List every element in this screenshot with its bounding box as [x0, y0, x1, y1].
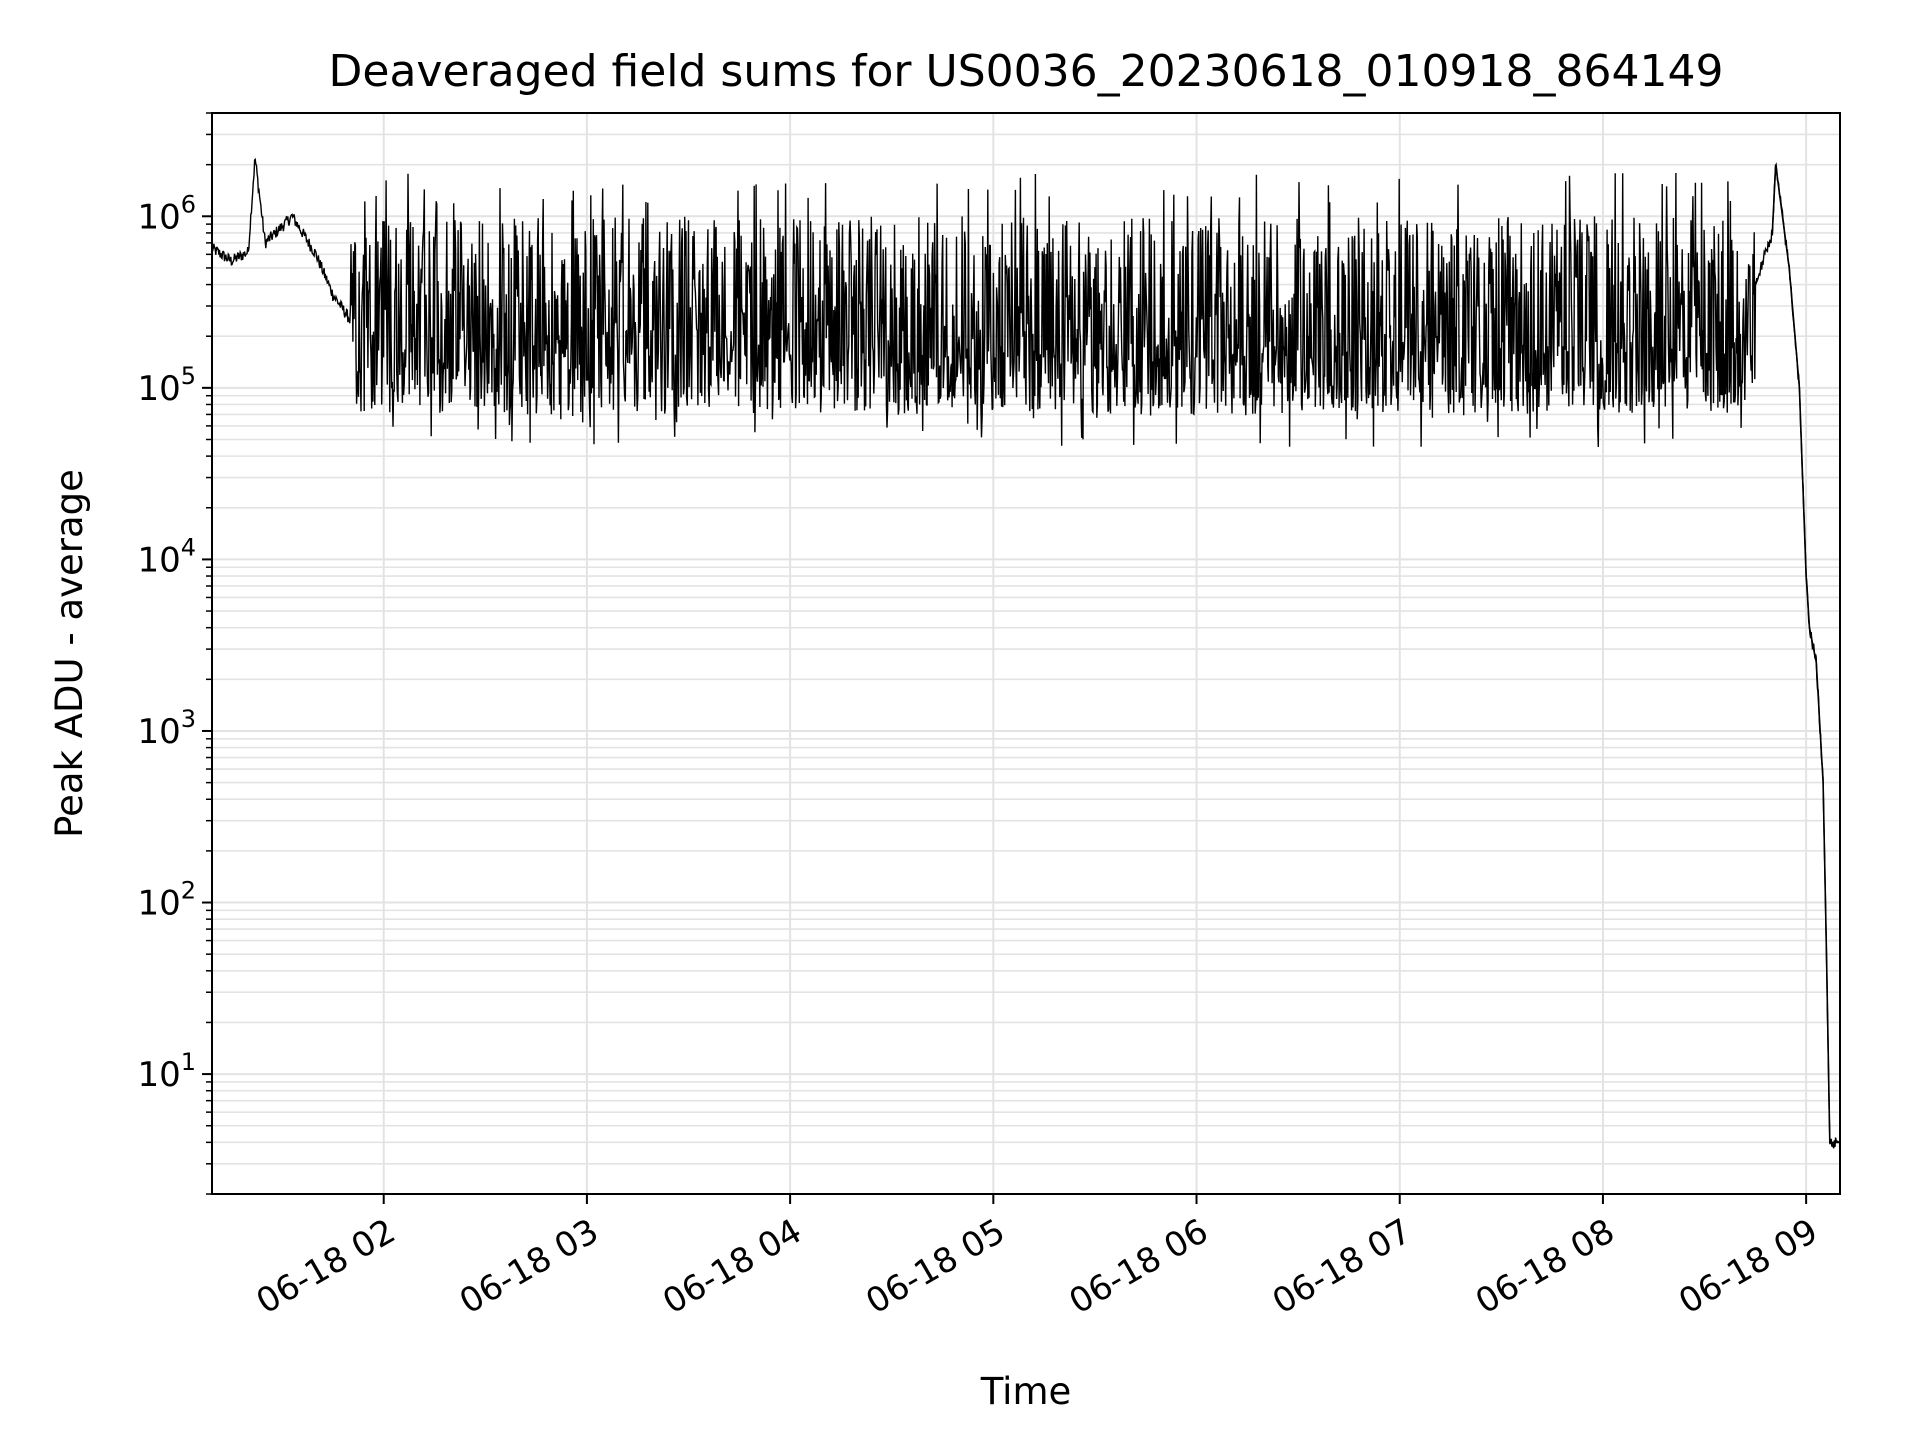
series-line-tail [1771, 164, 1840, 1144]
y-tick-label: 106 [137, 190, 196, 237]
y-tick-label: 105 [137, 362, 196, 409]
y-tick-label: 101 [137, 1048, 196, 1095]
y-ticks: 101 102 103 104 105 106 [137, 112, 212, 1195]
y-tick-label: 104 [137, 533, 196, 580]
y-tick-label: 103 [137, 705, 196, 752]
chart-title: Deaveraged field sums for US0036_2023061… [329, 46, 1724, 97]
x-axis-label: Time [980, 1370, 1072, 1413]
y-axis-label: Peak ADU - average [48, 469, 91, 838]
y-tick-label: 102 [137, 877, 196, 924]
series-line-group [211, 157, 1841, 1149]
plot-frame [211, 112, 1841, 1195]
series-line [211, 157, 1841, 1149]
